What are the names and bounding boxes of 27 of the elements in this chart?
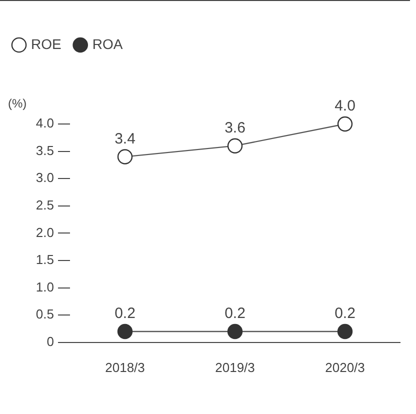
y-tick-label: 1.5	[36, 252, 54, 268]
y-tick-label: 0	[46, 334, 54, 349]
legend-label: ROE	[31, 36, 62, 52]
x-tick-label: 2020/3	[325, 360, 365, 375]
data-label: 3.4	[114, 130, 136, 148]
legend-label: ROA	[92, 36, 124, 52]
point	[337, 324, 353, 340]
y-tick-label: 3.5	[36, 142, 54, 158]
data-label: 0.2	[334, 305, 356, 322]
point	[227, 324, 243, 340]
y-tick-label: 0.5	[36, 306, 54, 322]
data-label: 3.6	[224, 119, 246, 136]
x-tick-label: 2019/3	[215, 360, 255, 375]
point	[337, 116, 353, 132]
x-tick-label: 2018/3	[105, 360, 145, 375]
y-tick-label: 2.0	[36, 224, 54, 240]
y-tick-label: 1.0	[36, 279, 54, 294]
y-tick-label: 3.0	[36, 170, 54, 186]
data-label: 0.2	[224, 305, 246, 322]
point	[227, 138, 243, 154]
y-axis-title: (%)	[8, 96, 27, 110]
data-label: 4.0	[334, 98, 356, 115]
y-tick-label: 2.5	[36, 197, 54, 212]
point	[117, 324, 133, 340]
y-tick-label: 4.0	[36, 116, 54, 131]
data-label: 0.2	[114, 305, 136, 322]
point	[117, 149, 133, 164]
